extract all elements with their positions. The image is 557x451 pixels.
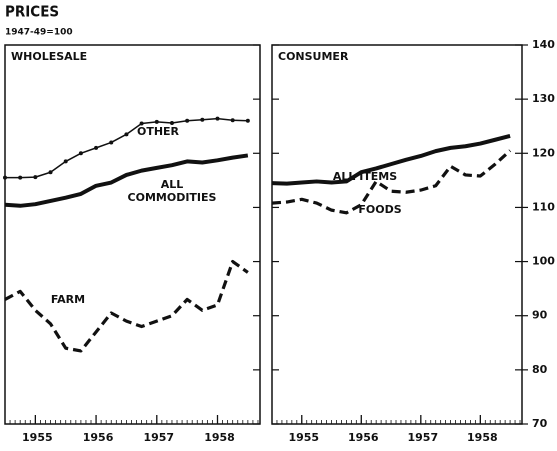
- series-line: [271, 134, 511, 186]
- x-tick-label: 1956: [83, 431, 114, 444]
- y-tick-label: 100: [532, 255, 555, 268]
- y-tick-label: 90: [532, 309, 548, 322]
- series-line: [4, 153, 249, 208]
- series-label: FOODS: [358, 203, 401, 216]
- y-tick-label: 70: [532, 417, 548, 430]
- x-tick-label: 1958: [204, 431, 235, 444]
- series-point: [185, 118, 190, 123]
- series-point: [124, 132, 129, 137]
- x-tick-label: 1956: [348, 431, 379, 444]
- panel-title: CONSUMER: [278, 50, 349, 63]
- x-tick-label: 1957: [143, 431, 174, 444]
- page-subtitle: 1947-49=100: [5, 28, 73, 38]
- series-line: [271, 149, 512, 215]
- y-tick-label: 130: [532, 92, 555, 105]
- series-line: [5, 117, 248, 179]
- series-line: [4, 259, 249, 353]
- series-point: [154, 119, 159, 124]
- series-point: [230, 118, 235, 123]
- series-point: [3, 175, 7, 180]
- series-point: [18, 175, 23, 180]
- x-tick-label: 1955: [288, 431, 319, 444]
- panel-title: WHOLESALE: [11, 50, 87, 63]
- series-point: [245, 118, 250, 123]
- series-point: [139, 121, 144, 126]
- series-point: [94, 145, 99, 150]
- series-label: FARM: [51, 293, 85, 306]
- panel-frame: [271, 44, 523, 425]
- series-point: [200, 117, 205, 122]
- y-tick-label: 80: [532, 363, 548, 376]
- x-tick-label: 1957: [407, 431, 438, 444]
- page-title: PRICES: [5, 3, 59, 21]
- y-tick-label: 140: [532, 38, 555, 51]
- series-label: ALL COMMODITIES: [128, 178, 217, 204]
- y-tick-label: 120: [532, 146, 555, 159]
- x-tick-label: 1955: [22, 431, 53, 444]
- series-label: OTHER: [137, 125, 180, 138]
- series-point: [48, 170, 53, 175]
- series-point: [109, 140, 114, 145]
- x-tick-label: 1958: [467, 431, 498, 444]
- series-point: [169, 120, 174, 125]
- panel-frame: [4, 44, 261, 425]
- y-tick-label: 110: [532, 200, 555, 213]
- series-point: [33, 175, 38, 180]
- series-label: ALL ITEMS: [333, 170, 397, 183]
- series-point: [78, 151, 83, 156]
- series-point: [63, 159, 68, 164]
- series-point: [215, 116, 220, 121]
